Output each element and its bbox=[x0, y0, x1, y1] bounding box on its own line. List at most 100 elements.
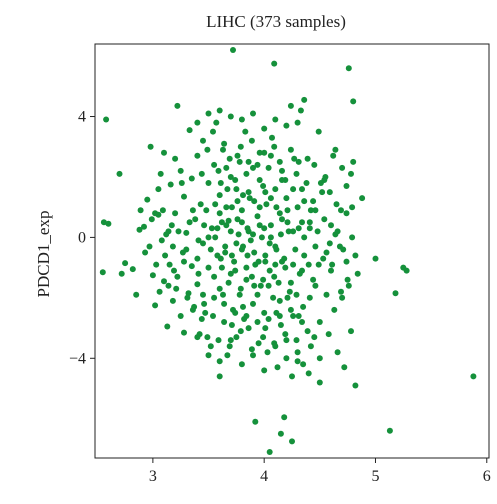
data-point bbox=[275, 279, 282, 286]
data-point bbox=[261, 125, 268, 132]
data-point bbox=[285, 228, 292, 235]
data-point bbox=[331, 306, 338, 313]
data-point bbox=[250, 352, 256, 359]
data-point bbox=[328, 267, 334, 274]
data-point bbox=[243, 313, 250, 319]
data-point bbox=[174, 102, 181, 109]
data-point bbox=[188, 175, 195, 182]
data-point bbox=[230, 47, 236, 53]
data-point bbox=[299, 186, 305, 193]
data-point bbox=[142, 249, 149, 256]
data-point bbox=[243, 264, 250, 271]
data-point bbox=[323, 249, 330, 256]
data-point bbox=[287, 102, 294, 109]
data-point bbox=[244, 252, 251, 259]
data-point bbox=[267, 195, 274, 202]
data-point bbox=[223, 204, 230, 211]
data-point bbox=[217, 255, 224, 262]
data-point bbox=[159, 207, 166, 214]
data-point bbox=[216, 210, 223, 217]
data-point bbox=[334, 349, 341, 356]
data-point bbox=[306, 219, 313, 226]
data-point bbox=[266, 240, 273, 247]
data-point bbox=[235, 231, 242, 238]
data-point bbox=[287, 146, 294, 153]
data-point bbox=[237, 143, 244, 150]
data-point bbox=[330, 152, 337, 159]
data-point bbox=[216, 285, 223, 292]
data-point bbox=[299, 267, 305, 274]
data-point bbox=[295, 313, 302, 319]
data-point bbox=[349, 234, 356, 241]
data-point bbox=[245, 158, 252, 165]
data-point bbox=[192, 216, 199, 223]
data-point bbox=[247, 237, 254, 244]
data-point bbox=[245, 189, 252, 196]
data-point bbox=[228, 204, 235, 211]
data-point bbox=[316, 319, 323, 325]
data-point bbox=[266, 267, 273, 274]
data-point bbox=[165, 228, 172, 235]
data-points bbox=[99, 47, 477, 455]
data-point bbox=[300, 361, 307, 368]
data-point bbox=[103, 116, 110, 123]
data-point bbox=[321, 216, 328, 223]
data-point bbox=[227, 270, 234, 277]
data-point bbox=[204, 146, 211, 153]
data-point bbox=[221, 319, 228, 325]
data-point bbox=[250, 231, 256, 238]
y-tick-label: 0 bbox=[78, 229, 86, 246]
data-point bbox=[299, 319, 305, 325]
data-point bbox=[236, 291, 243, 298]
data-point bbox=[221, 300, 228, 307]
data-point bbox=[315, 128, 322, 135]
data-point bbox=[293, 170, 300, 177]
x-tick-label: 3 bbox=[149, 468, 157, 485]
data-point bbox=[162, 252, 169, 259]
data-point bbox=[310, 276, 317, 283]
data-point bbox=[216, 107, 223, 114]
data-point bbox=[338, 207, 344, 214]
data-point bbox=[312, 243, 319, 250]
data-point bbox=[216, 358, 223, 365]
data-point bbox=[261, 225, 268, 232]
data-point bbox=[326, 240, 333, 247]
data-point bbox=[238, 361, 245, 368]
data-point bbox=[264, 349, 271, 356]
data-point bbox=[212, 201, 219, 208]
data-point bbox=[186, 219, 193, 226]
data-point bbox=[269, 134, 275, 141]
data-point bbox=[251, 198, 258, 205]
data-point bbox=[218, 264, 225, 271]
data-point bbox=[312, 207, 319, 214]
data-point bbox=[272, 343, 279, 350]
data-point bbox=[359, 195, 366, 202]
data-point bbox=[198, 316, 205, 322]
data-point bbox=[169, 297, 176, 304]
data-point bbox=[155, 186, 162, 193]
data-point bbox=[305, 370, 312, 377]
data-point bbox=[242, 128, 249, 135]
data-point bbox=[340, 246, 347, 253]
data-point bbox=[260, 183, 267, 189]
data-point bbox=[329, 261, 336, 268]
data-point bbox=[267, 152, 274, 159]
data-point bbox=[223, 164, 230, 171]
data-point bbox=[273, 204, 280, 211]
data-point bbox=[195, 270, 202, 277]
data-point bbox=[300, 303, 307, 310]
data-point bbox=[279, 167, 285, 174]
axis-ticks: 3 4 5 6 4 0 −4 bbox=[69, 109, 491, 485]
data-point bbox=[267, 234, 274, 241]
data-point bbox=[205, 180, 212, 186]
data-point bbox=[276, 210, 283, 217]
data-point bbox=[227, 337, 234, 344]
data-point bbox=[261, 149, 268, 156]
data-point bbox=[233, 240, 240, 247]
data-point bbox=[344, 276, 351, 283]
data-point bbox=[217, 180, 224, 186]
data-point bbox=[261, 367, 268, 374]
data-point bbox=[168, 222, 175, 229]
data-point bbox=[294, 204, 301, 211]
data-point bbox=[334, 228, 341, 235]
